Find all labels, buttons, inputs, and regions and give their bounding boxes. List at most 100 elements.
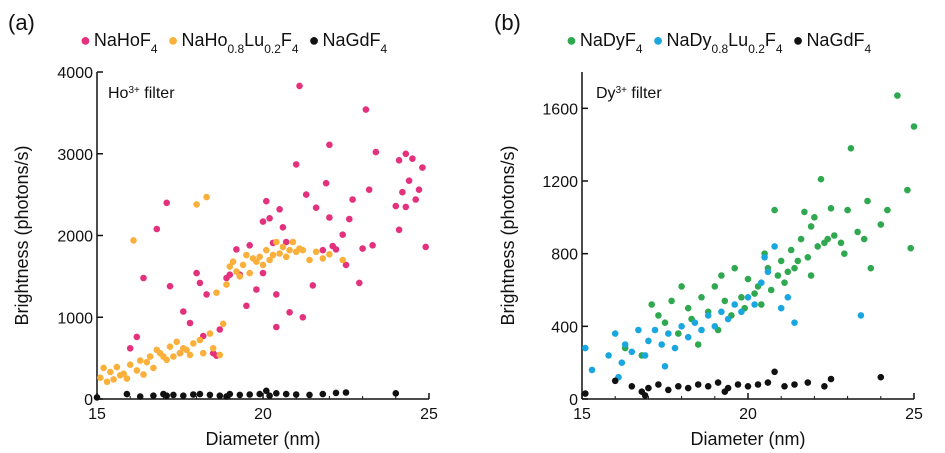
legend-label-part: 4 — [292, 42, 299, 56]
data-point — [582, 390, 589, 397]
data-point — [292, 161, 300, 168]
legend-label-part: 0.8 — [711, 42, 728, 56]
data-point — [239, 261, 247, 269]
data-point — [123, 390, 131, 398]
data-point — [751, 301, 758, 308]
data-point — [163, 392, 170, 400]
filter-annotation: Dy3+ filter — [596, 85, 662, 103]
data-point — [282, 253, 290, 261]
data-point — [372, 148, 380, 156]
x-tick-label: 15 — [573, 406, 591, 423]
data-point — [807, 272, 815, 279]
data-point — [409, 155, 416, 162]
data-point — [678, 283, 685, 290]
data-point — [110, 376, 117, 383]
legend-label-part: NaHo — [181, 30, 227, 50]
data-point — [744, 275, 752, 283]
data-point — [781, 383, 788, 390]
y-tick-label: 0 — [569, 392, 578, 409]
data-point — [744, 383, 752, 390]
data-point — [422, 243, 430, 251]
data-point — [684, 384, 692, 392]
data-point — [651, 326, 659, 334]
data-point — [784, 268, 792, 276]
series-NaHo0.8Lu0.2F4 — [97, 193, 347, 386]
legend-label-part: 0.2 — [264, 42, 281, 56]
data-point — [282, 390, 290, 398]
legend-label-part: NaDyF — [580, 30, 636, 50]
data-point — [665, 386, 672, 394]
data-point — [678, 323, 685, 330]
data-point — [582, 344, 589, 352]
data-point — [166, 343, 174, 351]
data-point — [704, 383, 712, 390]
data-point — [804, 379, 812, 386]
data-point — [266, 215, 273, 222]
data-point — [312, 248, 320, 256]
data-point — [402, 203, 410, 211]
data-point — [223, 281, 230, 288]
data-point — [804, 253, 812, 261]
data-point — [233, 268, 240, 275]
data-point — [734, 381, 742, 388]
data-point — [771, 206, 778, 214]
data-point — [299, 314, 307, 321]
data-point — [236, 273, 244, 280]
data-point — [126, 345, 134, 352]
y-tick-label: 800 — [551, 247, 578, 264]
data-point — [758, 279, 765, 287]
data-point — [588, 366, 596, 374]
data-point — [877, 221, 885, 228]
data-point — [724, 315, 732, 323]
filter-annotation-ion: Dy — [596, 85, 616, 102]
data-point — [648, 301, 655, 308]
data-point — [684, 333, 692, 341]
x-tick-label: 20 — [254, 406, 272, 423]
data-point — [738, 308, 745, 316]
data-point — [299, 246, 307, 254]
data-point — [150, 364, 157, 372]
data-point — [256, 390, 264, 398]
data-point — [256, 253, 264, 261]
data-point — [827, 375, 835, 383]
data-point — [854, 228, 861, 236]
legend-label-part: Lu — [728, 30, 748, 50]
legend-label-part: NaHoF — [94, 30, 151, 50]
data-point — [675, 330, 682, 337]
panel-label: (b) — [494, 10, 521, 35]
data-point — [273, 238, 280, 246]
data-point — [226, 263, 234, 270]
data-point — [133, 367, 141, 374]
legend: ● NaDyF4 ● NaDy0.8Lu0.2F4 ● NaGdF4 — [566, 30, 871, 56]
data-point — [259, 261, 267, 269]
data-point — [342, 389, 350, 396]
data-point — [219, 320, 227, 328]
data-point — [140, 371, 147, 378]
data-point — [292, 391, 300, 398]
data-point — [186, 319, 194, 327]
data-point — [126, 361, 134, 369]
data-point — [279, 224, 287, 231]
data-point — [714, 379, 722, 386]
legend-label-part: 4 — [151, 42, 158, 56]
legend-marker: ● — [168, 30, 179, 50]
x-tick-label: 25 — [420, 406, 438, 423]
data-point — [243, 251, 250, 259]
data-point — [847, 145, 855, 152]
data-point — [784, 294, 792, 301]
data-point — [817, 175, 825, 183]
data-point — [107, 368, 114, 376]
y-axis-label: Brightness (photons/s) — [12, 145, 32, 325]
x-axis-label: Diameter (nm) — [690, 429, 805, 449]
data-point — [246, 391, 253, 398]
data-point — [814, 243, 821, 250]
data-point — [306, 391, 313, 399]
data-point — [190, 340, 197, 347]
data-point — [332, 246, 340, 253]
data-point — [771, 243, 778, 250]
data-point — [273, 390, 280, 397]
legend-marker: ● — [566, 30, 577, 50]
data-point — [694, 381, 702, 388]
data-point — [140, 274, 147, 282]
